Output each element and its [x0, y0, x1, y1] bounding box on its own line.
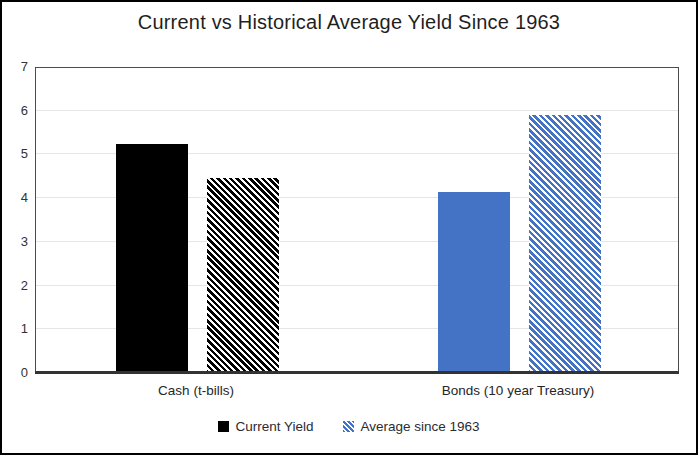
x-axis-label: Cash (t-bills): [158, 383, 234, 398]
gridline: [36, 110, 678, 111]
y-tick-label: 2: [2, 279, 28, 293]
y-tick-label: 3: [2, 235, 28, 249]
chart-window: Current vs Historical Average Yield Sinc…: [0, 0, 698, 455]
legend-label-average-since-1963: Average since 1963: [360, 419, 479, 434]
bar-average-since-1963-bonds-10-year-treasury-: [529, 115, 601, 373]
bar-average-since-1963-cash-t-bills-: [207, 178, 279, 373]
x-axis-line: [35, 371, 679, 374]
y-tick-label: 1: [2, 322, 28, 336]
legend-marker-solid-icon: [218, 421, 229, 432]
y-tick-label: 0: [2, 366, 28, 380]
y-tick-label: 6: [2, 104, 28, 118]
y-axis: 01234567: [2, 67, 28, 373]
y-tick-label: 4: [2, 191, 28, 205]
x-axis-label: Bonds (10 year Treasury): [442, 383, 594, 398]
plot-area: [35, 67, 679, 373]
legend: Current Yield Average since 1963: [2, 419, 696, 434]
legend-item-average-since-1963: Average since 1963: [343, 419, 479, 434]
y-tick-label: 5: [2, 147, 28, 161]
bar-current-yield-bonds-10-year-treasury-: [438, 192, 510, 373]
legend-item-current-yield: Current Yield: [218, 419, 313, 434]
y-tick-label: 7: [2, 60, 28, 74]
chart-title: Current vs Historical Average Yield Sinc…: [2, 11, 696, 34]
bar-current-yield-cash-t-bills-: [116, 144, 188, 374]
legend-marker-hatched-icon: [343, 421, 354, 432]
legend-label-current-yield: Current Yield: [235, 419, 313, 434]
x-axis: Cash (t-bills) Bonds (10 year Treasury): [35, 383, 679, 405]
